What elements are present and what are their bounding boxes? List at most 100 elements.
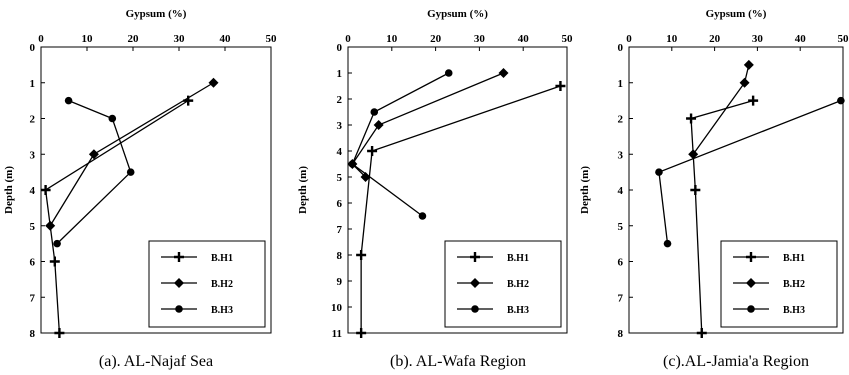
y-tick-label: 2 <box>30 114 36 126</box>
data-point <box>655 168 663 176</box>
y-tick-label: 0 <box>337 42 343 54</box>
series-bh3 <box>655 96 845 248</box>
x-axis-title: Gypsum (%) <box>126 8 187 20</box>
chart-caption: (a). AL-Najaf Sea <box>99 353 213 370</box>
chart-panel-3: 0 10 20 30 40 50 0 1 2 3 4 5 6 7 8 Gypsum (%) Depth (m) (… <box>579 8 849 370</box>
x-axis-title: Gypsum (%) <box>706 8 767 20</box>
y-tick-label: 6 <box>618 257 624 269</box>
legend-label: B.H2 <box>211 279 233 290</box>
x-tick-label: 50 <box>562 33 574 45</box>
data-point <box>40 185 51 195</box>
legend-label: B.H3 <box>211 305 233 316</box>
x-tick-label: 0 <box>345 33 351 45</box>
y-tick-label: 6 <box>30 257 36 269</box>
data-point <box>208 77 219 88</box>
legend-marker <box>174 252 184 262</box>
y-tick-label: 7 <box>337 224 343 236</box>
y-tick-label: 4 <box>337 146 343 158</box>
x-tick-label: 10 <box>82 33 94 45</box>
data-point <box>88 149 99 160</box>
data-point <box>739 77 750 88</box>
x-tick-label: 0 <box>38 33 44 45</box>
data-point <box>49 256 60 267</box>
series-line <box>56 100 132 245</box>
data-point <box>748 95 759 106</box>
legend-box <box>720 240 838 328</box>
legend-marker <box>746 278 756 288</box>
data-point <box>663 239 672 248</box>
data-point <box>498 68 509 78</box>
data-point <box>360 172 371 182</box>
legend-marker <box>471 305 479 313</box>
y-tick-label: 0 <box>30 42 36 54</box>
x-axis-title: Gypsum (%) <box>427 8 488 20</box>
data-point <box>444 69 453 77</box>
series-bh1 <box>356 81 566 338</box>
legend-box <box>444 240 562 328</box>
y-tick-label: 2 <box>618 114 624 126</box>
x-tick-label: 50 <box>266 33 278 45</box>
series-line <box>351 72 504 178</box>
data-point <box>688 149 699 160</box>
x-tick-label: 10 <box>666 33 678 45</box>
y-tick-label: 0 <box>618 42 624 54</box>
series-bh3 <box>348 69 453 220</box>
legend: B.H1 B.H2 B.H3 <box>444 240 562 328</box>
y-tick-label: 7 <box>30 292 36 304</box>
y-tick-label: 5 <box>30 221 36 233</box>
y-tick-label: 8 <box>30 328 36 340</box>
legend: B.H1 B.H2 B.H3 <box>720 240 838 328</box>
data-point <box>743 59 754 70</box>
data-point <box>356 328 367 338</box>
data-point <box>54 328 65 338</box>
data-point <box>686 113 697 124</box>
plot-frame <box>347 46 568 334</box>
chart-panel-1: 0 10 20 30 40 50 0 1 2 3 4 5 6 7 8 Gypsum (%) Depth (m) (… <box>3 8 277 370</box>
x-tick-label: 30 <box>474 33 486 45</box>
y-tick-label: 3 <box>618 149 624 161</box>
data-point <box>356 250 367 260</box>
x-tick-label: 20 <box>128 33 140 45</box>
y-tick-label: 9 <box>337 276 343 288</box>
data-point <box>373 120 384 130</box>
legend-marker <box>747 305 755 313</box>
legend-label: B.H1 <box>783 253 805 264</box>
y-axis-title: Depth (m) <box>579 166 591 214</box>
x-tick-label: 0 <box>626 33 632 45</box>
legend-label: B.H2 <box>783 279 805 290</box>
data-point <box>348 160 357 168</box>
y-tick-label: 3 <box>30 149 36 161</box>
y-tick-label: 8 <box>618 328 624 340</box>
data-point <box>108 114 117 123</box>
y-tick-label: 2 <box>337 94 343 106</box>
legend-label: B.H3 <box>507 305 529 316</box>
series-bh2 <box>688 59 754 160</box>
legend-label: B.H1 <box>507 253 529 264</box>
y-axis-title: Depth (m) <box>3 166 15 214</box>
legend-marker <box>470 278 480 288</box>
y-axis-title: Depth (m) <box>297 166 309 214</box>
data-point <box>367 146 378 156</box>
y-tick-label: 11 <box>332 328 342 340</box>
x-tick-label: 40 <box>795 33 807 45</box>
data-point <box>418 212 427 220</box>
y-tick-label: 5 <box>618 221 624 233</box>
chart-caption: (b). AL-Wafa Region <box>390 353 526 370</box>
y-tick-label: 5 <box>337 172 343 184</box>
data-point <box>64 96 73 105</box>
series-bh3 <box>53 96 135 248</box>
chart-caption: (c).AL-Jamia'a Region <box>663 353 809 370</box>
data-point <box>690 185 701 195</box>
y-tick-label: 6 <box>337 198 343 210</box>
legend-marker <box>174 278 184 288</box>
legend: B.H1 B.H2 B.H3 <box>148 240 266 328</box>
x-tick-label: 10 <box>386 33 398 45</box>
y-tick-label: 1 <box>30 78 36 90</box>
y-tick-label: 7 <box>618 292 624 304</box>
data-point <box>555 81 566 91</box>
y-tick-label: 8 <box>337 250 343 262</box>
legend-marker <box>470 252 480 262</box>
x-tick-label: 30 <box>752 33 764 45</box>
series-line <box>360 85 561 333</box>
x-tick-label: 40 <box>518 33 530 45</box>
